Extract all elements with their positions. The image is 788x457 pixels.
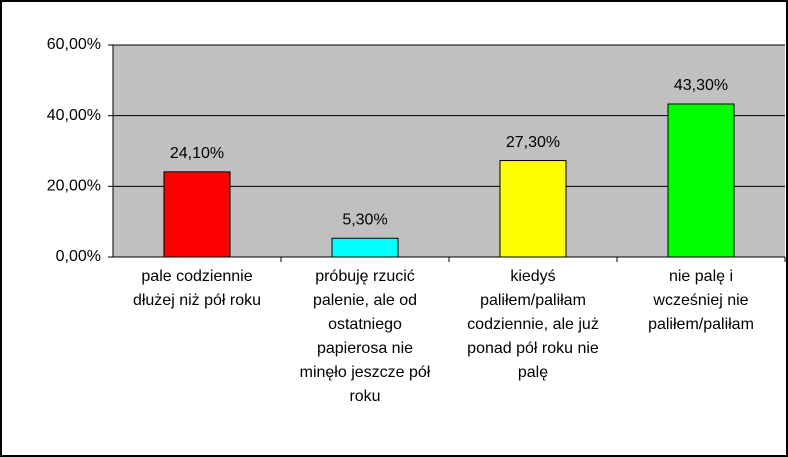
bar: [331, 237, 399, 258]
data-label: 5,30%: [342, 211, 387, 228]
x-tick-label: kiedyś paliłem/paliłam codziennie, ale j…: [467, 268, 599, 381]
bar: [499, 160, 567, 258]
y-tick-label: 40,00%: [47, 107, 101, 124]
x-tick-label: pale codziennie dłużej niż pół roku: [132, 268, 262, 309]
x-tick-label: próbuję rzucić palenie, ale od ostatnieg…: [299, 268, 431, 405]
y-tick-label: 60,00%: [47, 36, 101, 53]
bar: [163, 171, 231, 258]
data-label: 27,30%: [506, 134, 560, 151]
x-tick-label: nie palę i wcześniej nie paliłem/paliłam: [648, 268, 754, 333]
y-tick-label: 20,00%: [47, 178, 101, 195]
bar: [667, 103, 735, 258]
y-tick-label: 0,00%: [56, 248, 101, 265]
data-label: 43,30%: [674, 77, 728, 94]
data-label: 24,10%: [170, 145, 224, 162]
